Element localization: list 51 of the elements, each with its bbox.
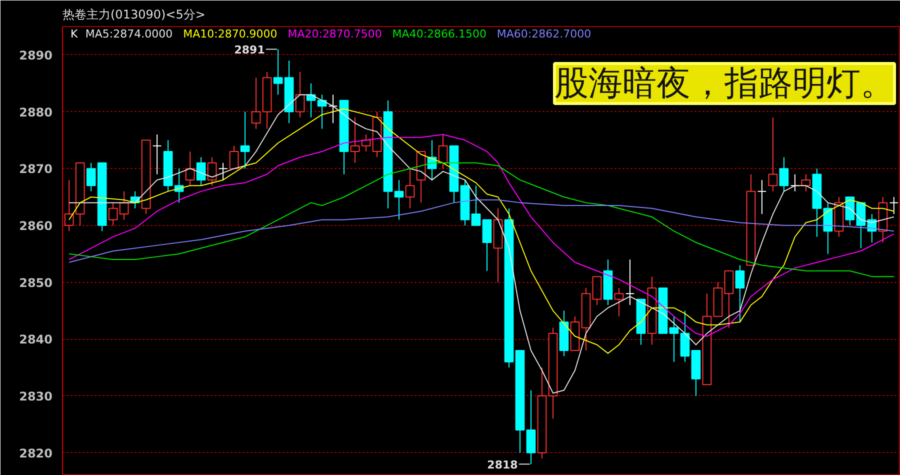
candlestick xyxy=(823,202,833,254)
text: MA10:2870.9000 xyxy=(183,28,278,40)
y-tick-label: 2850 xyxy=(19,276,53,290)
candlestick xyxy=(251,77,261,130)
line-series xyxy=(68,199,894,263)
y-tick-label: 2840 xyxy=(19,332,53,347)
candlestick xyxy=(295,71,305,118)
candlestick xyxy=(471,185,481,226)
candlestick xyxy=(350,116,360,164)
candlestick xyxy=(735,264,745,323)
candlestick xyxy=(889,196,899,215)
y-tick-label: 2860 xyxy=(19,218,53,233)
candlestick xyxy=(229,145,239,170)
annotation: 股海暗夜，指路明灯。 xyxy=(554,64,894,104)
y-tick-label: 2820 xyxy=(19,446,53,460)
annotation: 2891 xyxy=(234,44,265,57)
candlestick xyxy=(625,259,635,306)
y-tick-label: 2880 xyxy=(19,105,53,120)
candlestick xyxy=(240,111,250,170)
candlestick xyxy=(768,116,778,192)
y-tick-label: 2870 xyxy=(19,162,53,176)
candlestick xyxy=(801,174,811,192)
candlestick xyxy=(273,48,283,96)
candlestick xyxy=(614,287,624,317)
y-tick-label: 2830 xyxy=(19,389,53,404)
text: MA20:2870.7500 xyxy=(288,28,382,40)
text: MA40:2866.1500 xyxy=(392,28,487,40)
candlestick xyxy=(779,156,789,192)
chart-title: 热卷主力(013090)<5分> xyxy=(62,8,206,22)
y-tick-label: 2890 xyxy=(19,48,53,62)
candlestick xyxy=(174,168,184,204)
candlestick xyxy=(207,156,217,186)
candlestick xyxy=(185,151,195,186)
text: MA5:2874.0000 xyxy=(85,28,173,40)
candlestick xyxy=(218,162,228,180)
annotation: 2818 xyxy=(487,458,518,472)
candlestick xyxy=(482,219,492,272)
candlestick xyxy=(394,179,404,220)
text: MA60:2862.7000 xyxy=(496,28,592,40)
candlestick xyxy=(196,156,206,186)
candlestick xyxy=(724,270,734,328)
line-series xyxy=(68,134,894,337)
candlestick xyxy=(757,179,767,215)
candlestick xyxy=(526,390,536,465)
candlestick xyxy=(405,168,415,209)
candlestick xyxy=(669,316,679,362)
candlestick xyxy=(328,94,338,124)
candlestick xyxy=(680,310,690,362)
candlestick xyxy=(592,276,602,306)
candlestick xyxy=(152,134,162,175)
text: K xyxy=(70,28,78,40)
